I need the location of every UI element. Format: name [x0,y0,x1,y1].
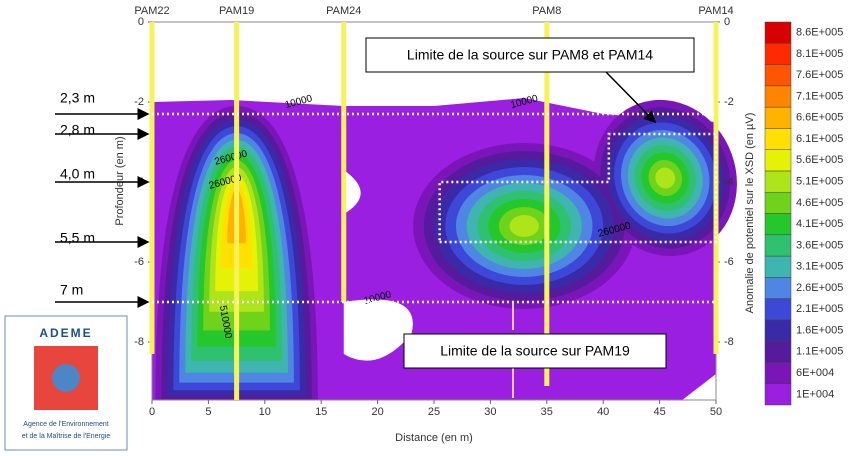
x-tick-label: 20 [371,406,383,418]
colorbar-label: 2.6E+005 [796,282,843,294]
logo: ADEME Agence de l'Environnement et de la… [4,315,128,451]
logo-line: Agence de l'Environnement [23,421,108,428]
colorbar-cell [764,298,792,321]
x-tick-label: 45 [653,406,665,418]
well-label: PAM19 [219,5,254,17]
colorbar-cell [764,213,792,236]
annotation: Limite de la source sur PAM19 [440,343,630,359]
annotation-box [365,37,695,73]
y2-tick-label: 0 [724,16,730,28]
depth-label: 4,0 m [60,166,95,182]
colorbar-cell [764,149,792,172]
colorbar-label: 1E+004 [796,388,834,400]
x-axis-title: Distance (en m) [395,432,473,444]
y2-tick-label: -2 [724,96,734,108]
colorbar-label: 6.6E+005 [796,112,843,124]
colorbar-label: 7.6E+005 [796,69,843,81]
colorbar-label: 5.1E+005 [796,175,843,187]
y2-tick-label: -6 [724,256,734,268]
x-tick-label: 50 [710,406,722,418]
colorbar-cell [764,43,792,65]
x-tick-label: 15 [315,406,327,418]
colorbar-cell [764,383,792,406]
y2-tick-label: -8 [724,336,734,348]
x-tick-label: 40 [597,406,609,418]
logo-title: ADEME [39,326,92,340]
source-box [438,132,718,244]
colorbar-cell [764,277,792,299]
colorbar-label: 4.6E+005 [796,197,843,209]
contour-region [655,167,676,189]
colorbar-cell [764,21,792,44]
colorbar-label: 6.1E+005 [796,133,843,145]
x-tick-label: 35 [541,406,553,418]
y-axis-title: Profondeur (en m) [114,136,126,225]
colorbar-label: 6E+004 [796,367,834,379]
colorbar-cell [764,234,792,257]
x-tick-label: 25 [428,406,440,418]
well-label: PAM22 [134,5,169,17]
colorbar-label: 7.1E+005 [796,90,843,102]
well-label: PAM14 [698,5,733,17]
colorbar-cell [764,106,792,129]
colorbar-cell [764,191,792,214]
colorbar-label: 3.6E+005 [796,239,843,251]
depth-label: 5,5 m [60,230,95,246]
x-tick-label: 5 [205,406,211,418]
colorbar-label: 8.6E+005 [796,27,843,39]
well-label: PAM24 [326,5,361,17]
colorbar-cell [764,362,792,384]
colorbar-label: 4.1E+005 [796,218,843,230]
colorbar-label: 8.1E+005 [796,48,843,60]
depth-label: 2,8 m [60,122,95,138]
logo-globe [52,364,80,392]
colorbar-label: 5.6E+005 [796,154,843,166]
colorbar-label: 1.6E+005 [796,324,843,336]
contour-region [509,215,539,237]
colorbar-title: Anomalie de potentiel sur le XSD (en µV) [744,113,756,314]
y-tick-label: -2 [134,96,144,108]
depth-label: 2,3 m [60,90,95,106]
colorbar-cell [764,64,792,87]
well-label: PAM8 [532,5,561,17]
x-tick-label: 30 [484,406,496,418]
colorbar-label: 2.1E+005 [796,303,843,315]
annotation-arrow [605,71,657,124]
colorbar-cell [764,319,792,342]
annotation: Limite de la source sur PAM8 et PAM14 [407,47,653,63]
annotation-box [403,333,667,369]
logo-line: et de la Maîtrise de l'Energie [22,433,111,440]
x-tick-label: 10 [259,406,271,418]
colorbar-cell [764,340,792,363]
y-tick-label: -8 [134,336,144,348]
colorbar-cell [764,85,792,108]
y-tick-label: 0 [138,16,144,28]
depth-label: 7 m [60,282,83,298]
colorbar-label: 1.1E+005 [796,346,843,358]
white-zone [343,170,413,361]
colorbar-label: 3.1E+005 [796,261,843,273]
colorbar-cell [764,255,792,278]
colorbar-cell [764,170,792,193]
x-tick-label: 0 [149,406,155,418]
y2-tick-label: -4 [724,176,734,188]
y-tick-label: -6 [134,256,144,268]
colorbar-cell [764,128,792,150]
